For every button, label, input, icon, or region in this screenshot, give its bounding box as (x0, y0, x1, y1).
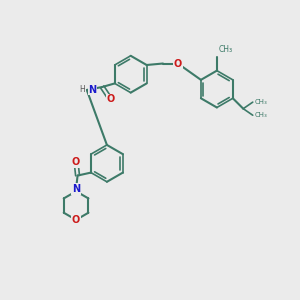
Text: O: O (106, 94, 115, 104)
Text: N: N (72, 184, 80, 194)
Text: O: O (174, 58, 182, 68)
Text: CH₃: CH₃ (254, 112, 267, 118)
Text: CH₃: CH₃ (218, 45, 233, 54)
Text: H: H (80, 85, 85, 94)
Text: N: N (88, 85, 96, 95)
Text: O: O (72, 157, 80, 167)
Text: O: O (72, 215, 80, 225)
Text: CH₃: CH₃ (254, 99, 267, 105)
